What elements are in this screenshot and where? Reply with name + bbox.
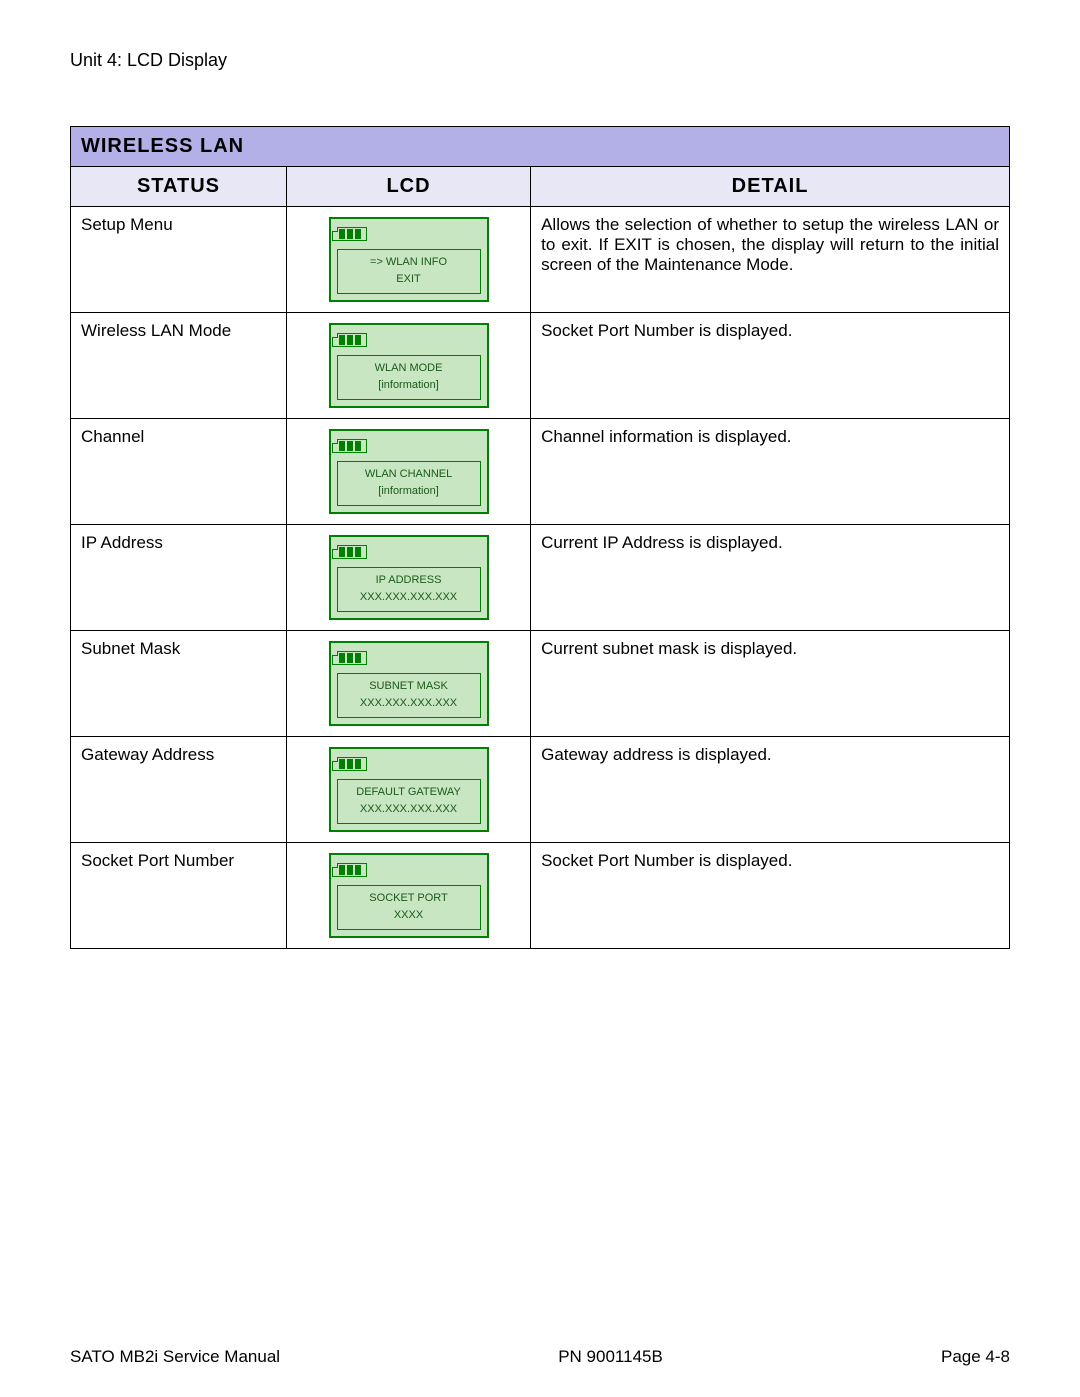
lcd-screen: IP ADDRESSXXX.XXX.XXX.XXX	[329, 535, 489, 620]
status-cell: Socket Port Number	[71, 843, 287, 949]
lcd-cell: SOCKET PORTXXXX	[286, 843, 530, 949]
detail-cell: Channel information is displayed.	[531, 419, 1010, 525]
detail-cell: Gateway address is displayed.	[531, 737, 1010, 843]
lcd-screen: DEFAULT GATEWAYXXX.XXX.XXX.XXX	[329, 747, 489, 832]
lcd-body: IP ADDRESSXXX.XXX.XXX.XXX	[337, 567, 481, 612]
detail-cell: Allows the selection of whether to setup…	[531, 207, 1010, 313]
col-header-detail: DETAIL	[531, 167, 1010, 207]
lcd-cell: WLAN MODE[information]	[286, 313, 530, 419]
page-footer: SATO MB2i Service Manual PN 9001145B Pag…	[70, 1347, 1010, 1367]
footer-left: SATO MB2i Service Manual	[70, 1347, 280, 1367]
battery-icon	[337, 333, 367, 347]
table-row: IP Address IP ADDRESSXXX.XXX.XXX.XXX Curre…	[71, 525, 1010, 631]
lcd-body: WLAN MODE[information]	[337, 355, 481, 400]
lcd-topbar	[331, 749, 487, 773]
lcd-line1: SOCKET PORT	[340, 890, 478, 907]
lcd-cell: => WLAN INFOEXIT	[286, 207, 530, 313]
lcd-body: WLAN CHANNEL[information]	[337, 461, 481, 506]
lcd-screen: WLAN CHANNEL[information]	[329, 429, 489, 514]
lcd-line1: => WLAN INFO	[340, 254, 478, 271]
lcd-cell: IP ADDRESSXXX.XXX.XXX.XXX	[286, 525, 530, 631]
lcd-line1: WLAN MODE	[340, 360, 478, 377]
battery-icon	[337, 651, 367, 665]
lcd-topbar	[331, 855, 487, 879]
section-row: WIRELESS LAN	[71, 127, 1010, 167]
lcd-line2: EXIT	[340, 271, 478, 288]
lcd-line1: SUBNET MASK	[340, 678, 478, 695]
lcd-cell: SUBNET MASKXXX.XXX.XXX.XXX	[286, 631, 530, 737]
lcd-cell: WLAN CHANNEL[information]	[286, 419, 530, 525]
footer-center: PN 9001145B	[558, 1347, 663, 1367]
status-cell: Subnet Mask	[71, 631, 287, 737]
battery-icon	[337, 545, 367, 559]
header-row: STATUS LCD DETAIL	[71, 167, 1010, 207]
col-header-status: STATUS	[71, 167, 287, 207]
lcd-screen: => WLAN INFOEXIT	[329, 217, 489, 302]
lcd-topbar	[331, 537, 487, 561]
lcd-screen: WLAN MODE[information]	[329, 323, 489, 408]
page: Unit 4: LCD Display WIRELESS LAN STATUS …	[0, 0, 1080, 1397]
battery-icon	[337, 757, 367, 771]
detail-cell: Socket Port Number is displayed.	[531, 313, 1010, 419]
battery-icon	[337, 227, 367, 241]
lcd-cell: DEFAULT GATEWAYXXX.XXX.XXX.XXX	[286, 737, 530, 843]
unit-title: Unit 4: LCD Display	[70, 50, 1010, 71]
lcd-line2: XXXX	[340, 907, 478, 924]
lcd-body: DEFAULT GATEWAYXXX.XXX.XXX.XXX	[337, 779, 481, 824]
table-row: Channel WLAN CHANNEL[information] Channel …	[71, 419, 1010, 525]
lcd-topbar	[331, 219, 487, 243]
lcd-line1: DEFAULT GATEWAY	[340, 784, 478, 801]
table-row: Subnet Mask SUBNET MASKXXX.XXX.XXX.XXX Cur…	[71, 631, 1010, 737]
wlan-table: WIRELESS LAN STATUS LCD DETAIL Setup Men…	[70, 126, 1010, 949]
table-row: Wireless LAN Mode WLAN MODE[information] S…	[71, 313, 1010, 419]
section-title: WIRELESS LAN	[71, 127, 1010, 167]
status-cell: Gateway Address	[71, 737, 287, 843]
detail-cell: Current subnet mask is displayed.	[531, 631, 1010, 737]
detail-cell: Current IP Address is displayed.	[531, 525, 1010, 631]
footer-right: Page 4-8	[941, 1347, 1010, 1367]
col-header-lcd: LCD	[286, 167, 530, 207]
lcd-line2: XXX.XXX.XXX.XXX	[340, 589, 478, 606]
lcd-topbar	[331, 643, 487, 667]
lcd-screen: SOCKET PORTXXXX	[329, 853, 489, 938]
status-cell: Channel	[71, 419, 287, 525]
lcd-body: => WLAN INFOEXIT	[337, 249, 481, 294]
status-cell: Setup Menu	[71, 207, 287, 313]
table-row: Socket Port Number SOCKET PORTXXXX Socket …	[71, 843, 1010, 949]
lcd-line2: XXX.XXX.XXX.XXX	[340, 801, 478, 818]
table-row: Setup Menu => WLAN INFOEXIT Allows the sel…	[71, 207, 1010, 313]
lcd-body: SOCKET PORTXXXX	[337, 885, 481, 930]
lcd-topbar	[331, 431, 487, 455]
status-cell: Wireless LAN Mode	[71, 313, 287, 419]
status-cell: IP Address	[71, 525, 287, 631]
battery-icon	[337, 863, 367, 877]
lcd-body: SUBNET MASKXXX.XXX.XXX.XXX	[337, 673, 481, 718]
lcd-topbar	[331, 325, 487, 349]
lcd-line1: IP ADDRESS	[340, 572, 478, 589]
battery-icon	[337, 439, 367, 453]
lcd-line2: [information]	[340, 377, 478, 394]
lcd-line1: WLAN CHANNEL	[340, 466, 478, 483]
detail-cell: Socket Port Number is displayed.	[531, 843, 1010, 949]
table-row: Gateway Address DEFAULT GATEWAYXXX.XXX.XX…	[71, 737, 1010, 843]
lcd-screen: SUBNET MASKXXX.XXX.XXX.XXX	[329, 641, 489, 726]
lcd-line2: XXX.XXX.XXX.XXX	[340, 695, 478, 712]
lcd-line2: [information]	[340, 483, 478, 500]
